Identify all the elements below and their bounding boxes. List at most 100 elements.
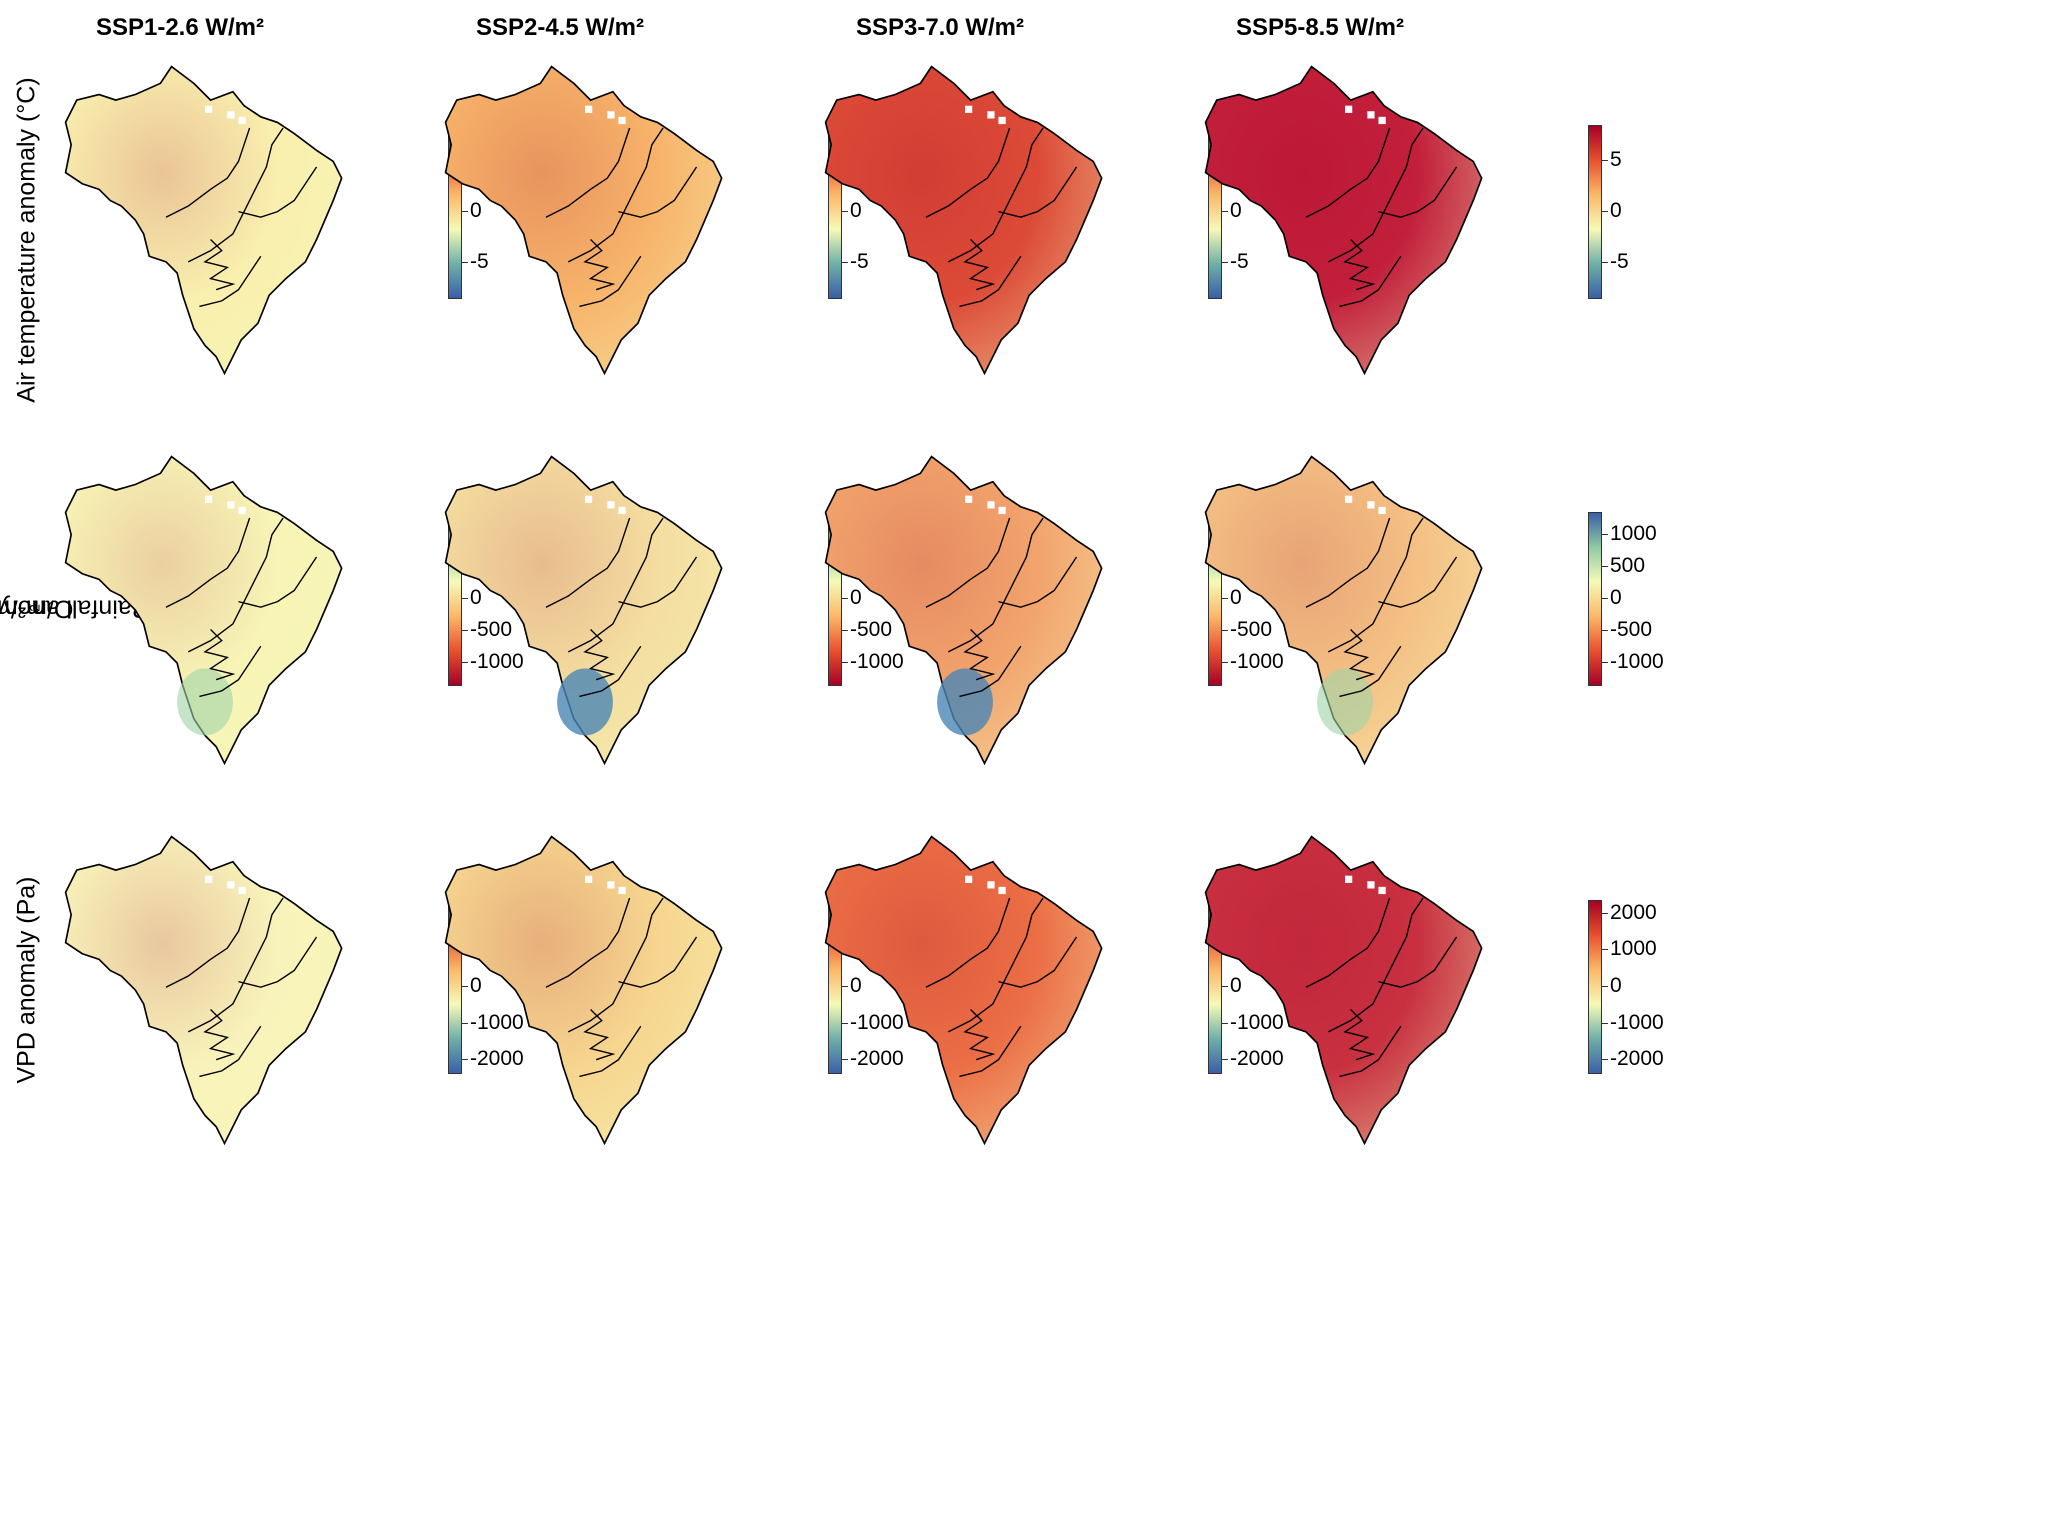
colorbar-tickmark (1602, 261, 1608, 263)
no-data-cell (1378, 886, 1386, 895)
no-data-cell (607, 501, 615, 509)
colorbar-tickmark (462, 261, 468, 263)
colorbar-tick-label: -5 (470, 249, 489, 273)
biome-border (199, 255, 262, 308)
no-data-cell (585, 105, 593, 113)
colorbar-tick-label: -2000 (1610, 1047, 1664, 1071)
colorbar-tick-label: -2000 (1230, 1047, 1284, 1071)
brazil-region-vpd-ssp370 (824, 835, 1103, 1146)
colorbar-tickmark (1602, 211, 1608, 212)
no-data-cell (1367, 501, 1375, 509)
colorbar-tickmark (1222, 1059, 1228, 1061)
map-vpd-ssp245 (444, 835, 723, 1146)
colorbar-tickmark (842, 598, 848, 599)
biome-border (1343, 239, 1376, 291)
biome-border (545, 127, 631, 218)
map-rainfall-ssp585 (1204, 455, 1483, 766)
biome-border (998, 556, 1078, 608)
colorbar-tickmark (842, 661, 848, 663)
colorbar-tick-label: 1000 (1610, 937, 1657, 961)
no-data-cell (607, 111, 615, 119)
biome-border (947, 517, 1044, 653)
biome-border (1305, 127, 1391, 218)
no-data-cell (227, 111, 235, 119)
colorbar-tick-label: -1000 (850, 1010, 904, 1034)
colorbar-tickmark (462, 661, 468, 663)
biome-border (925, 897, 1011, 988)
colorbar-tick-label: 0 (1610, 974, 1622, 997)
wet-anomaly-ssp245 (557, 668, 613, 736)
no-data-cell (205, 105, 213, 113)
biome-border (1343, 1009, 1376, 1061)
colorbar-tick-label: -5 (850, 249, 869, 273)
no-data-cell (618, 886, 626, 895)
colorbar-tickmark (1602, 986, 1608, 987)
no-data-cell (618, 116, 626, 125)
wet-anomaly-ssp126 (177, 668, 233, 736)
colorbar-tickmark (842, 1059, 848, 1061)
colorbar-tickmark (1222, 661, 1228, 663)
colorbar-tickmark (1602, 629, 1608, 631)
colorbar-tickmark (1222, 1022, 1228, 1024)
biome-border (963, 239, 996, 291)
colorbar-vpd-ssp585 (1588, 900, 1602, 1074)
colorbar-tickmark (1602, 534, 1608, 536)
colorbar-tickmark (1602, 598, 1608, 599)
no-data-cell (227, 881, 235, 889)
no-data-cell (238, 886, 246, 895)
biome-border (618, 166, 698, 218)
column-title-ssp245: SSP2-4.5 W/m² (475, 14, 645, 41)
biome-border (925, 127, 1011, 218)
biome-border (1305, 517, 1391, 608)
biome-border (1327, 127, 1424, 263)
brazil-region-temperature-ssp585 (1204, 65, 1483, 376)
colorbar-tick-label: -1000 (1230, 1010, 1284, 1034)
biome-border (579, 255, 642, 308)
no-data-cell (998, 116, 1006, 125)
no-data-cell (238, 506, 246, 515)
biome-border (925, 517, 1011, 608)
colorbar-tick-label: 500 (1610, 554, 1646, 578)
map-rainfall-ssp370 (824, 455, 1103, 766)
colorbar-tickmark (462, 629, 468, 631)
biome-border (187, 897, 284, 1033)
colorbar-tickmark (462, 1022, 468, 1024)
brazil-region-vpd-ssp126 (64, 835, 343, 1146)
no-data-cell (965, 875, 973, 883)
colorbar-tick-label: 2000 (1610, 900, 1657, 924)
biome-border (567, 517, 664, 653)
colorbar-tick-label: -500 (1230, 617, 1273, 641)
biome-border (199, 1025, 262, 1078)
colorbar-tick-label: 0 (1610, 586, 1622, 609)
biome-border (947, 897, 1044, 1033)
colorbar-tickmark (1602, 661, 1608, 663)
biome-border (1343, 629, 1376, 681)
colorbar-tick-label: -5 (1230, 249, 1249, 273)
biome-border (963, 629, 996, 681)
biome-border (545, 897, 631, 988)
no-data-cell (965, 495, 973, 503)
brazil-region-temperature-ssp126 (64, 65, 343, 376)
brazil-region-vpd-ssp585 (1204, 835, 1483, 1146)
colorbar-tick-label: 0 (1230, 586, 1242, 609)
colorbar-tick-label: -1000 (470, 649, 524, 673)
no-data-cell (1345, 875, 1353, 883)
colorbar-temperature-ssp585 (1588, 125, 1602, 299)
biome-border (187, 517, 284, 653)
row-label-vpd: VPD anomaly (Pa) (2, 740, 52, 1220)
biome-border (959, 645, 1022, 698)
colorbar-tickmark (1222, 211, 1228, 212)
biome-border (1339, 255, 1402, 308)
biome-border (187, 127, 284, 263)
biome-border (583, 629, 616, 681)
no-data-cell (987, 881, 995, 889)
colorbar-tick-label: 0 (470, 199, 482, 222)
colorbar-tick-label: -1000 (1610, 1010, 1664, 1034)
colorbar-tickmark (842, 629, 848, 631)
colorbar-tickmark (462, 598, 468, 599)
biome-border (579, 645, 642, 698)
biome-border (165, 517, 251, 608)
biome-border (959, 1025, 1022, 1078)
colorbar-tickmark (1602, 1022, 1608, 1024)
no-data-cell (227, 501, 235, 509)
